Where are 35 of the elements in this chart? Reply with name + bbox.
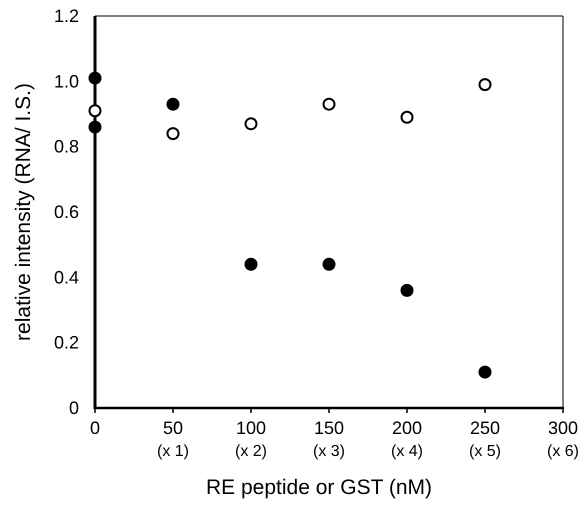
point [244,258,258,271]
x-tick-label: 50 [162,418,184,438]
text: (x 3) [313,443,345,460]
text: (x 4) [391,443,423,460]
point [244,117,258,130]
y-tick-label: 0 [68,398,79,418]
y-tick-label: 0.2 [54,332,79,353]
point [88,104,102,118]
text: (x 2) [235,443,267,460]
point [88,72,102,85]
point [322,258,336,271]
text: (x 1) [157,443,189,460]
point [478,78,492,92]
y-axis-title: relative intensity (RNA/ I.S.) [12,83,35,341]
y-tick-label: 1.2 [54,6,79,26]
y-tick-label: 1.0 [54,71,79,92]
point [322,98,336,111]
point [400,110,414,124]
point [478,366,492,379]
x-axis-title: RE peptide or GST (nM) [206,476,432,499]
point [400,284,414,297]
text: (x 5) [469,443,501,460]
x-tick-label: 150 [314,418,344,438]
x-tick-label: 200 [392,418,422,438]
point [166,127,180,140]
y-tick-label: 0.6 [54,202,79,222]
y-tick-label: 0.8 [54,136,79,157]
point [88,120,102,134]
point [166,98,180,111]
x-tick-label: 300 [548,418,578,438]
x-tick-label: 100 [236,418,266,438]
y-tick-label: 0.4 [54,267,79,288]
x-tick-label: 250 [470,418,500,438]
text: (x 6) [547,443,579,460]
x-tick-label: 0 [90,418,100,438]
